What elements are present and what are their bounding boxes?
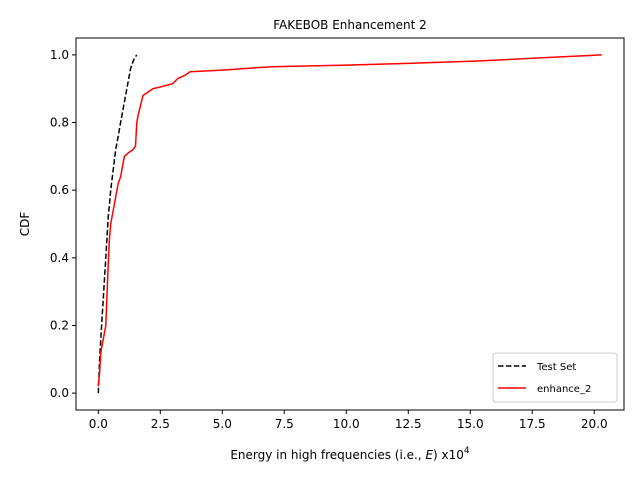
y-tick-label: 0.2 xyxy=(50,318,69,332)
x-tick-label: 12.5 xyxy=(395,417,422,431)
x-tick-label: 10.0 xyxy=(333,417,360,431)
legend-label-test-set: Test Set xyxy=(536,362,576,373)
x-tick-label: 2.5 xyxy=(151,417,170,431)
series-line-test-set xyxy=(97,54,138,394)
x-tick-label: 0.0 xyxy=(89,417,108,431)
plot-frame xyxy=(75,37,625,411)
y-tick-label: 0.6 xyxy=(50,183,69,197)
x-axis: 0.0 2.5 5.0 7.5 10.0 12.5 15.0 17.5 20.0 xyxy=(89,410,608,431)
legend-label-enhance-2: enhance_2 xyxy=(537,384,591,395)
x-tick-label: 17.5 xyxy=(519,417,546,431)
y-axis-title: CDF xyxy=(18,212,32,237)
y-tick-label: 0.0 xyxy=(50,386,69,400)
x-tick-label: 5.0 xyxy=(213,417,232,431)
chart-title: FAKEBOB Enhancement 2 xyxy=(273,18,427,32)
series-line-enhance-2 xyxy=(97,54,602,387)
y-tick-label: 1.0 xyxy=(50,48,69,62)
legend: Test Set enhance_2 xyxy=(492,352,618,403)
plot-area xyxy=(76,38,624,410)
y-tick-label: 0.4 xyxy=(50,251,69,265)
series-layer xyxy=(97,54,602,394)
x-tick-label: 7.5 xyxy=(275,417,294,431)
x-tick-label: 20.0 xyxy=(581,417,608,431)
y-axis: 0.0 0.2 0.4 0.6 0.8 1.0 xyxy=(50,48,76,400)
x-tick-label: 15.0 xyxy=(457,417,484,431)
x-axis-title: Energy in high frequencies (i.e., E) x10… xyxy=(230,446,470,462)
y-tick-label: 0.8 xyxy=(50,116,69,130)
